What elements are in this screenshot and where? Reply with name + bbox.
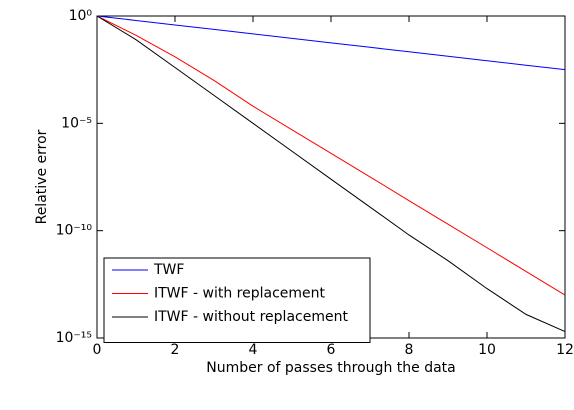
legend-label: ITWF - without replacement [154,309,348,325]
legend-label: ITWF - with replacement [154,286,326,302]
legend-box [103,257,371,343]
x-axis-label: Number of passes through the data [206,360,455,376]
x-tick-label: 6 [327,342,336,358]
x-tick-label: 10 [478,342,496,358]
y-tick-label: 10⁻⁵ [61,115,92,131]
x-tick-label: 12 [556,342,574,358]
series-line [96,15,566,332]
y-tick-label: 10⁻¹⁰ [56,223,93,239]
series-line [96,15,566,296]
y-tick-label: 10⁰ [69,8,93,24]
x-tick-label: 8 [405,342,414,358]
y-axis-label: Relative error [34,129,50,224]
y-tick-label: 10⁻¹⁵ [56,330,92,346]
legend-label: TWF [153,262,184,278]
x-tick-label: 2 [171,342,180,358]
x-tick-label: 0 [93,342,102,358]
series-line [96,15,566,71]
x-tick-label: 4 [249,342,258,358]
